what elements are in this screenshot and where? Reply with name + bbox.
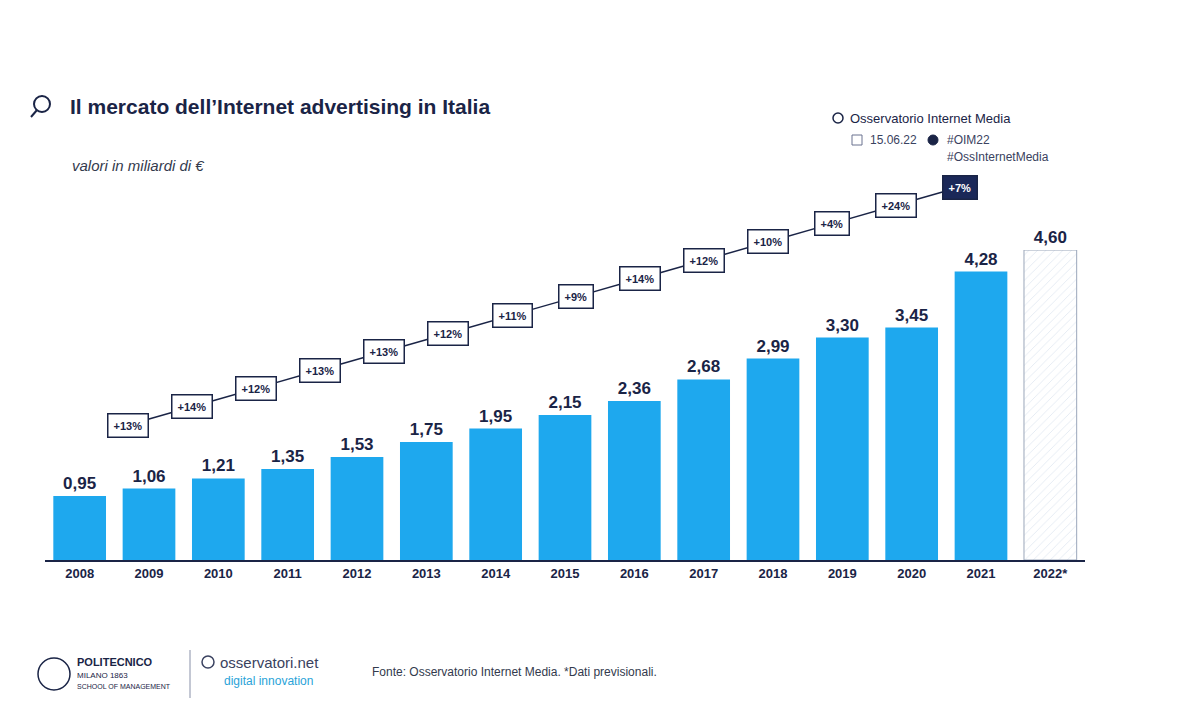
svg-text:digital innovation: digital innovation [224, 674, 313, 688]
svg-text:POLITECNICO: POLITECNICO [77, 656, 153, 668]
svg-text:+12%: +12% [242, 383, 271, 395]
svg-text:2022*: 2022* [1033, 566, 1068, 581]
svg-text:#OssInternetMedia: #OssInternetMedia [947, 150, 1049, 164]
svg-text:+13%: +13% [370, 346, 399, 358]
svg-text:2010: 2010 [204, 566, 233, 581]
svg-text:2013: 2013 [412, 566, 441, 581]
svg-text:#OIM22: #OIM22 [947, 133, 990, 147]
svg-text:+9%: +9% [565, 291, 588, 303]
svg-text:15.06.22: 15.06.22 [870, 133, 917, 147]
svg-text:2017: 2017 [689, 566, 718, 581]
svg-text:2012: 2012 [343, 566, 372, 581]
svg-text:1,75: 1,75 [410, 420, 443, 439]
svg-text:4,28: 4,28 [964, 250, 997, 269]
svg-text:+14%: +14% [626, 273, 655, 285]
svg-text:0,95: 0,95 [63, 474, 96, 493]
svg-text:2,36: 2,36 [618, 379, 651, 398]
svg-text:2018: 2018 [759, 566, 788, 581]
svg-text:+24%: +24% [882, 200, 911, 212]
svg-text:2,68: 2,68 [687, 357, 720, 376]
svg-text:2014: 2014 [481, 566, 511, 581]
svg-text:Fonte: Osservatorio Internet M: Fonte: Osservatorio Internet Media. *Dat… [372, 665, 657, 679]
svg-text:1,06: 1,06 [132, 467, 165, 486]
svg-text:2019: 2019 [828, 566, 857, 581]
svg-text:1,95: 1,95 [479, 407, 512, 426]
svg-text:2008: 2008 [65, 566, 94, 581]
svg-text:2,15: 2,15 [548, 393, 581, 412]
svg-text:+4%: +4% [821, 218, 844, 230]
svg-text:Osservatorio Internet Media: Osservatorio Internet Media [850, 111, 1011, 126]
svg-text:+14%: +14% [178, 401, 207, 413]
svg-text:2011: 2011 [274, 566, 302, 581]
svg-text:2015: 2015 [551, 566, 580, 581]
svg-text:+13%: +13% [114, 420, 143, 432]
svg-text:MILANO 1863: MILANO 1863 [77, 671, 128, 680]
svg-text:+10%: +10% [754, 236, 783, 248]
svg-text:+12%: +12% [434, 328, 463, 340]
svg-text:3,30: 3,30 [826, 316, 859, 335]
svg-text:+7%: +7% [949, 182, 972, 194]
svg-text:2009: 2009 [135, 566, 164, 581]
svg-text:1,21: 1,21 [202, 456, 235, 475]
svg-text:2020: 2020 [897, 566, 926, 581]
svg-text:2016: 2016 [620, 566, 649, 581]
svg-text:SCHOOL OF MANAGEMENT: SCHOOL OF MANAGEMENT [77, 683, 171, 690]
svg-text:3,45: 3,45 [895, 306, 928, 325]
svg-text:+11%: +11% [499, 310, 527, 322]
svg-text:1,53: 1,53 [340, 435, 373, 454]
svg-text:1,35: 1,35 [271, 447, 304, 466]
svg-text:+13%: +13% [306, 365, 335, 377]
svg-text:2021: 2021 [967, 566, 996, 581]
svg-text:4,60: 4,60 [1034, 228, 1067, 247]
svg-text:osservatori.net: osservatori.net [220, 654, 319, 671]
svg-text:2,99: 2,99 [756, 337, 789, 356]
svg-text:+12%: +12% [690, 255, 719, 267]
svg-text:valori in miliardi di €: valori in miliardi di € [72, 157, 204, 174]
svg-text:Il mercato dell’Internet adver: Il mercato dell’Internet advertising in … [70, 95, 490, 118]
